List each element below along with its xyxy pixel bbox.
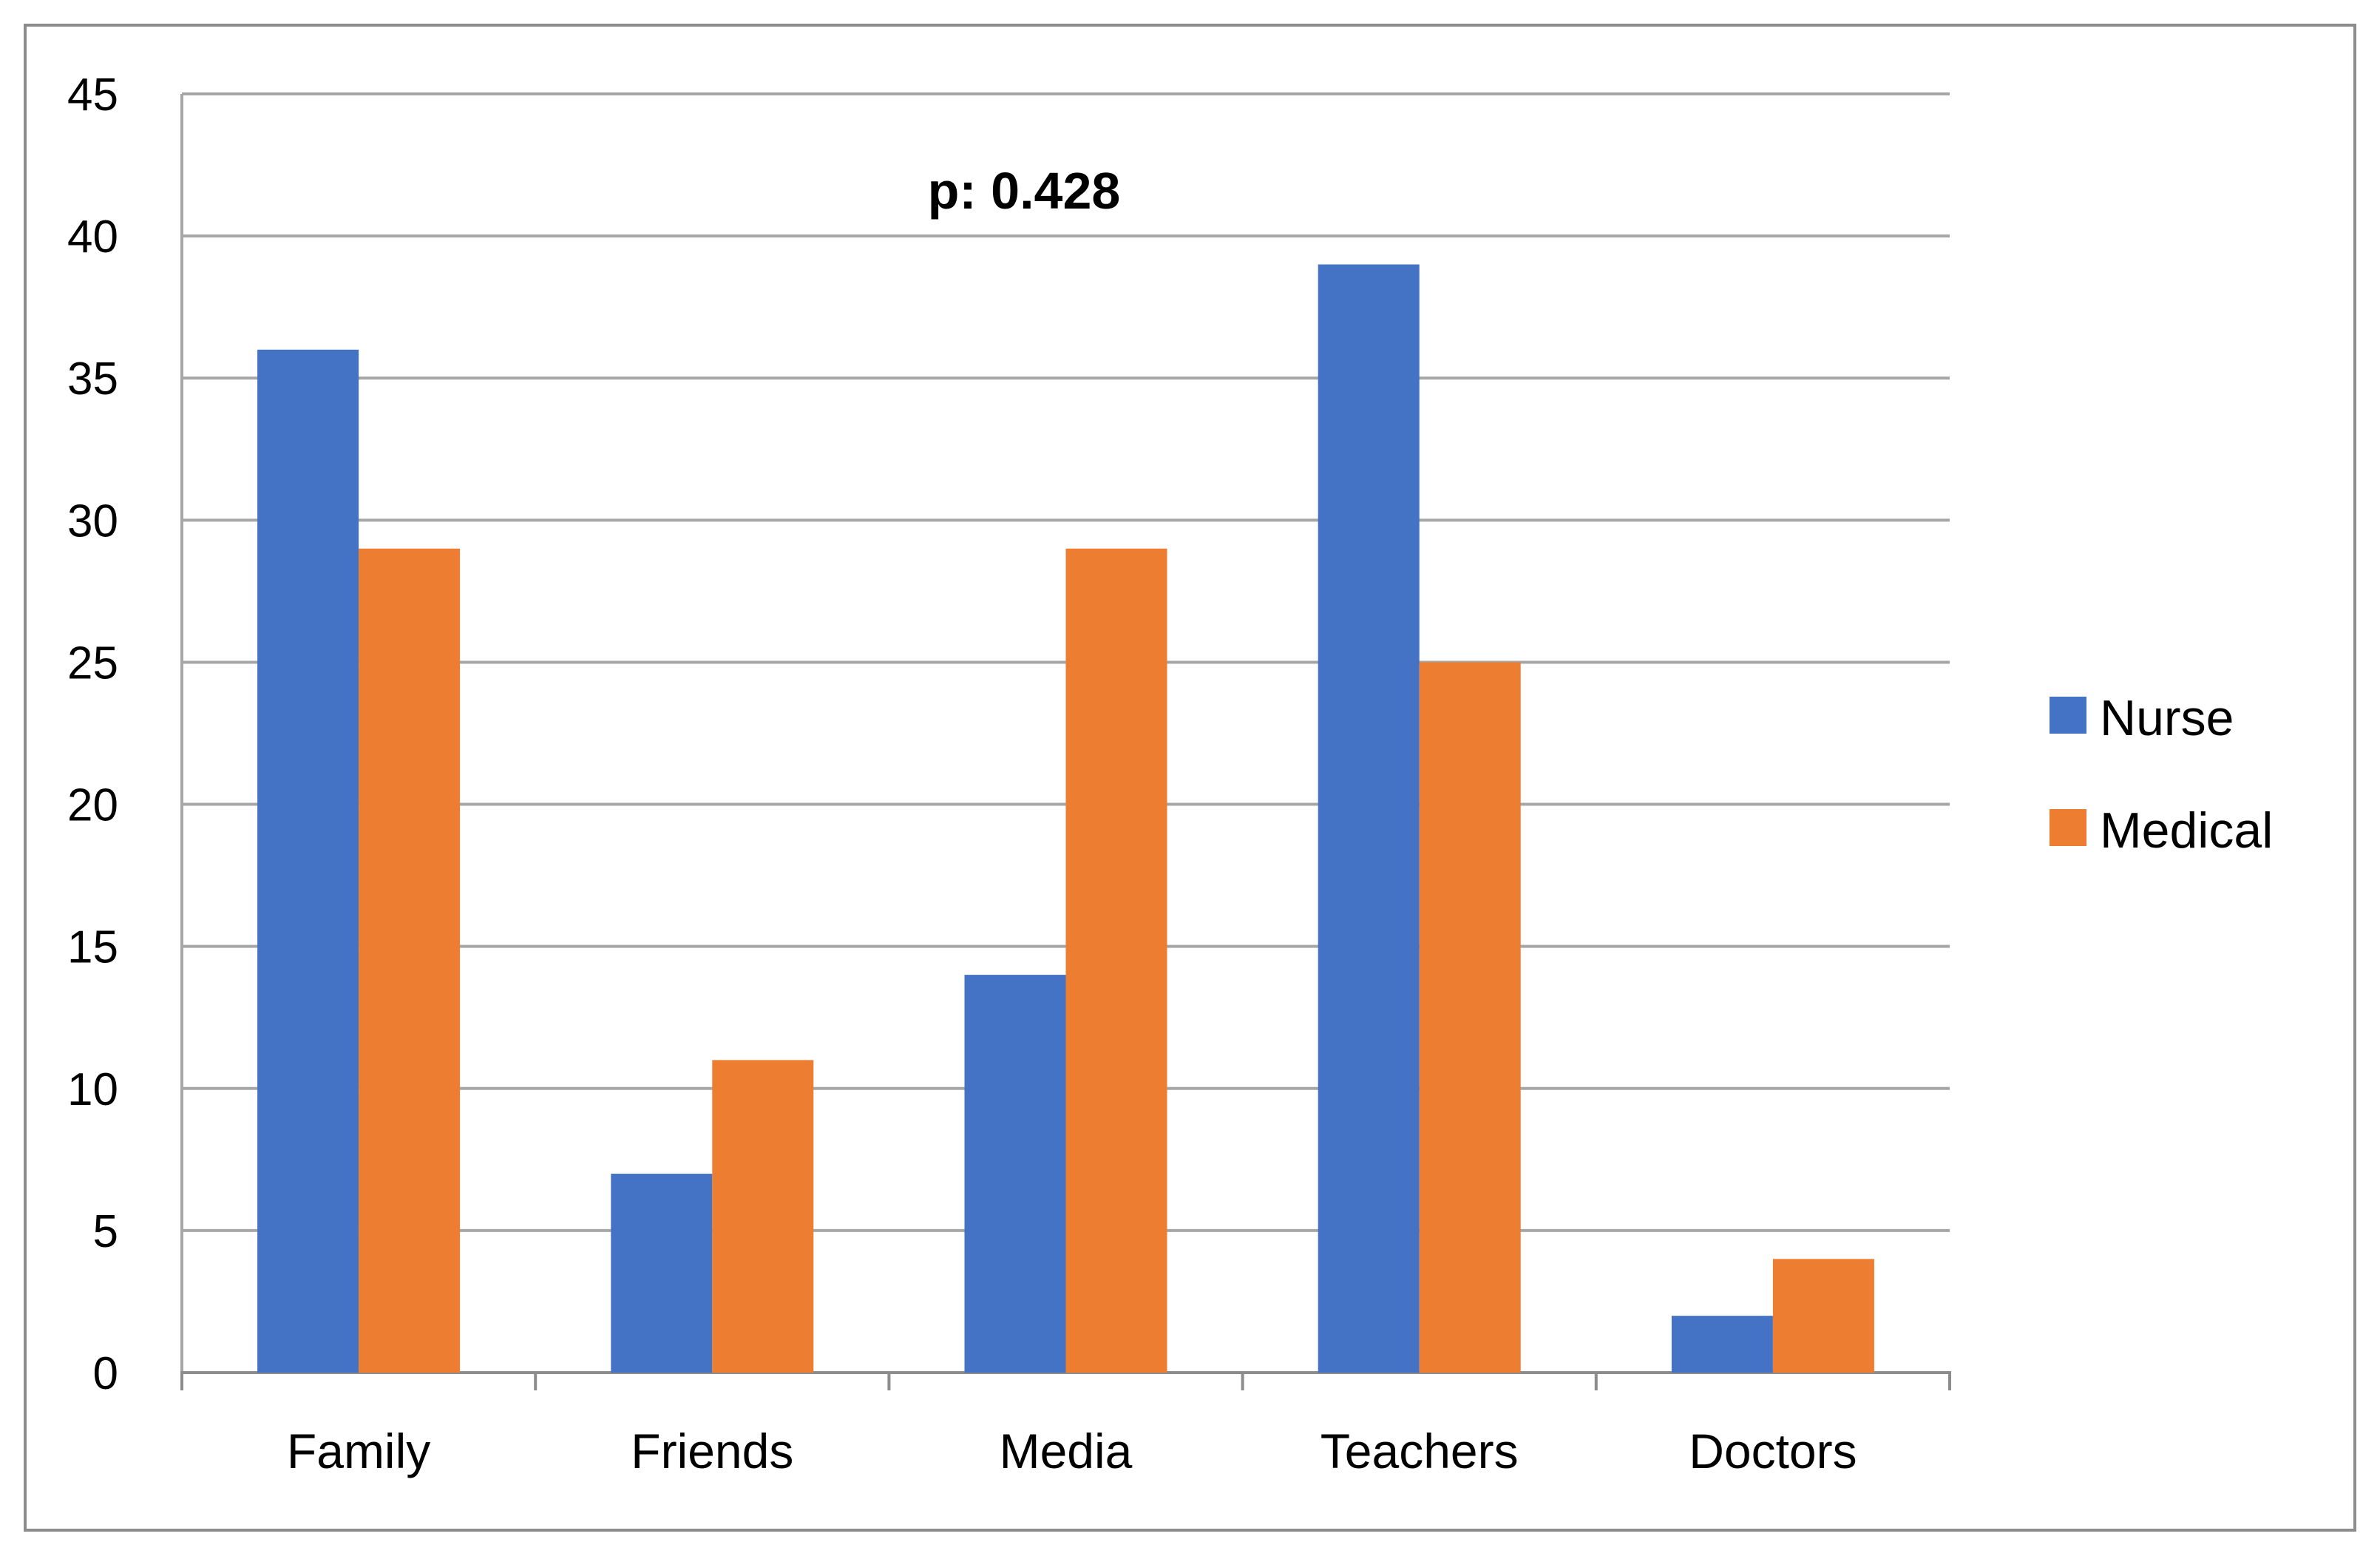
y-tick-label: 10 bbox=[67, 1064, 118, 1115]
bar-nurse-family bbox=[257, 349, 359, 1373]
legend-label-nurse: Nurse bbox=[2100, 690, 2234, 746]
bar-medical-media bbox=[1065, 548, 1167, 1373]
p-value-annotation: p: 0.428 bbox=[928, 162, 1121, 220]
gridlines bbox=[182, 92, 1950, 1232]
bar-nurse-media bbox=[964, 975, 1066, 1373]
legend-swatch-medical bbox=[2050, 809, 2086, 846]
y-tick-label: 25 bbox=[67, 638, 118, 689]
x-category-label: Friends bbox=[631, 1424, 793, 1478]
x-category-label: Teachers bbox=[1320, 1424, 1519, 1478]
y-tick-label: 5 bbox=[93, 1206, 118, 1257]
y-tick-label: 40 bbox=[67, 212, 118, 263]
legend-swatch-nurse bbox=[2050, 697, 2086, 734]
bar-nurse-doctors bbox=[1671, 1316, 1773, 1373]
bars bbox=[257, 264, 1874, 1373]
y-tick-label: 30 bbox=[67, 496, 118, 547]
bar-medical-teachers bbox=[1419, 662, 1521, 1373]
legend-label-medical: Medical bbox=[2100, 802, 2273, 859]
y-tick-label: 20 bbox=[67, 780, 118, 831]
x-category-label: Media bbox=[1000, 1424, 1133, 1478]
x-category-label: Family bbox=[287, 1424, 430, 1478]
y-tick-label: 45 bbox=[67, 70, 118, 121]
axis-labels: 0 5 10 15 20 25 30 35 40 45 Family Friends Media Teac… bbox=[67, 70, 1857, 1478]
legend: Nurse Medical bbox=[2050, 690, 2273, 859]
x-category-label: Doctors bbox=[1689, 1424, 1857, 1478]
bar-nurse-teachers bbox=[1318, 264, 1420, 1373]
bar-nurse-friends bbox=[611, 1174, 713, 1373]
bar-medical-doctors bbox=[1772, 1259, 1874, 1373]
bar-medical-family bbox=[359, 548, 461, 1373]
y-tick-label: 35 bbox=[67, 354, 118, 405]
bar-medical-friends bbox=[712, 1060, 814, 1373]
y-tick-label: 15 bbox=[67, 922, 118, 973]
y-tick-label: 0 bbox=[93, 1348, 118, 1399]
